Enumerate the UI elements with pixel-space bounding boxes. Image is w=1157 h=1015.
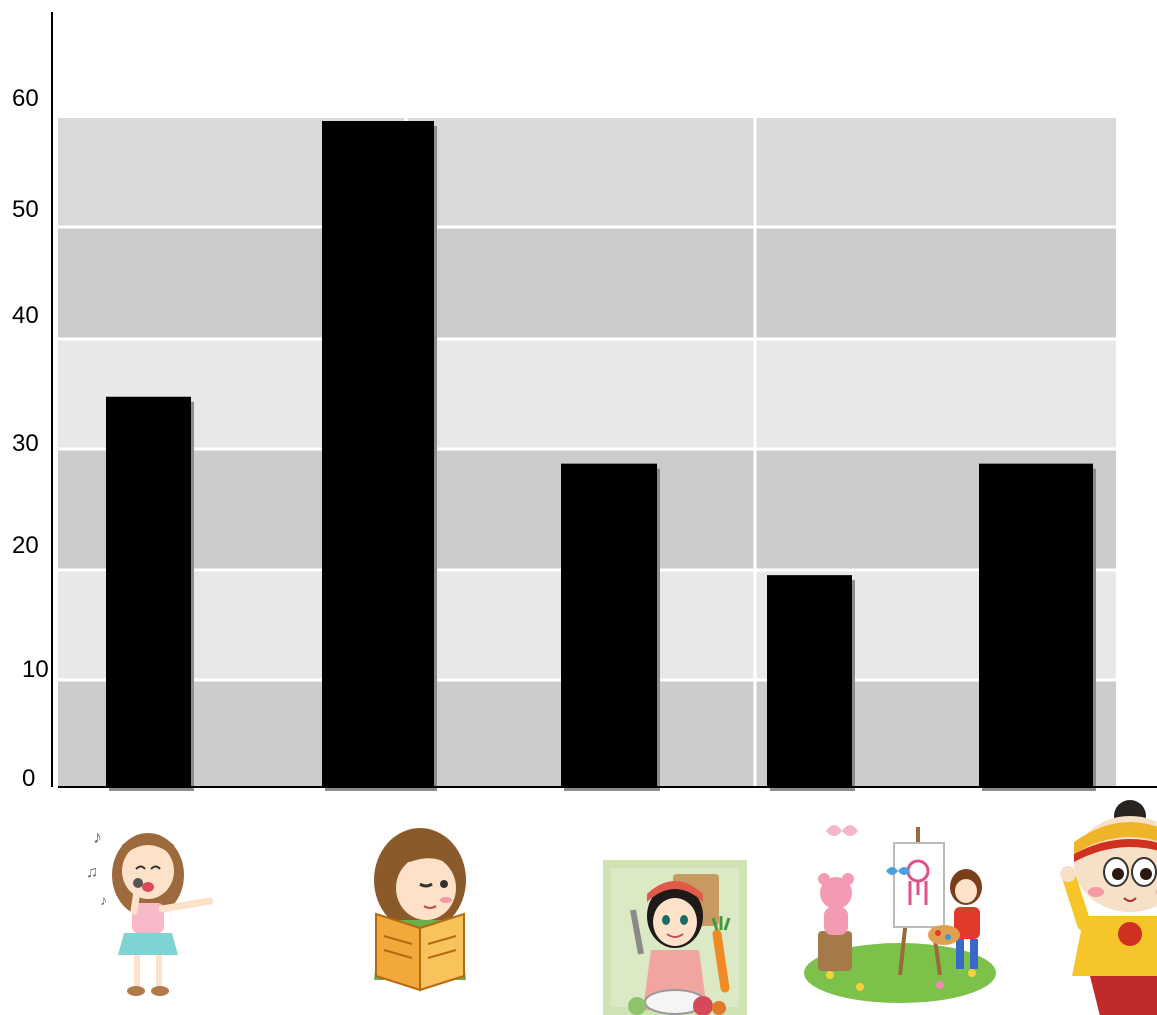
grid-band <box>58 227 1116 339</box>
bars <box>106 121 1096 791</box>
bar <box>561 463 657 787</box>
painting-kids-icon <box>804 825 996 1003</box>
y-tick-label: 20 <box>12 532 39 559</box>
svg-text:♫: ♫ <box>86 864 98 881</box>
y-tick-label: 60 <box>12 85 39 112</box>
singing-girl-icon: ♪ ♫ ♪ <box>86 827 214 996</box>
bar-dancing <box>979 463 1096 791</box>
y-tick-labels: 0 10 20 30 40 50 60 <box>12 85 49 792</box>
axes <box>51 12 1157 788</box>
y-tick-label: 10 <box>22 656 49 683</box>
y-tick-label: 40 <box>12 302 39 329</box>
svg-text:♪: ♪ <box>93 827 102 847</box>
bar-cooking <box>561 463 660 791</box>
bar <box>106 396 191 787</box>
svg-text:♪: ♪ <box>100 892 107 908</box>
bar-reading <box>322 121 437 791</box>
bar <box>979 463 1093 787</box>
category-icons: ♪ ♫ ♪ <box>86 800 1157 1015</box>
cooking-girl-icon <box>603 860 747 1015</box>
bar <box>322 121 434 787</box>
y-tick-label: 30 <box>12 430 39 457</box>
y-tick-label: 0 <box>22 765 35 792</box>
bar-painting <box>767 575 855 791</box>
grid-band <box>58 118 1116 227</box>
grid-band <box>58 339 1116 449</box>
y-tick-label: 50 <box>12 196 39 223</box>
reading-girl-icon <box>374 828 466 992</box>
bar-singing <box>106 396 194 791</box>
waving-child-icon <box>1060 800 1157 1015</box>
bar <box>767 575 852 787</box>
